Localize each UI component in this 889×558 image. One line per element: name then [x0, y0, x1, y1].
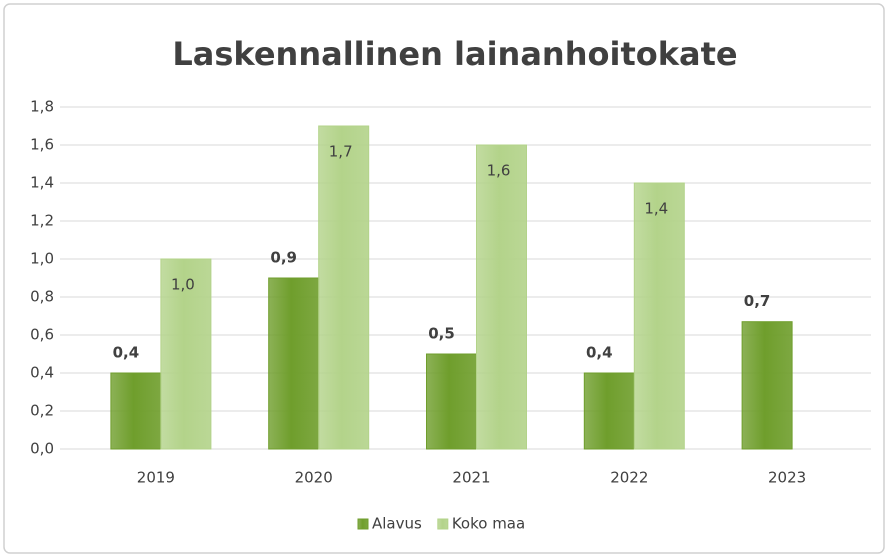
- bar: [268, 277, 320, 450]
- y-tick-label: 0,6: [30, 326, 54, 344]
- bar: [110, 372, 162, 450]
- data-label: 0,5: [428, 325, 455, 343]
- y-tick-label: 0,8: [30, 288, 54, 306]
- legend-swatch: [357, 518, 369, 530]
- x-tick-label: 2021: [452, 469, 490, 487]
- y-tick-label: 1,4: [30, 174, 54, 192]
- y-tick-label: 0,4: [30, 364, 54, 382]
- x-tick-label: 2023: [768, 469, 806, 487]
- chart-title: Laskennallinen lainanhoitokate: [172, 35, 737, 73]
- y-tick-label: 1,6: [30, 136, 54, 154]
- legend-label: Koko maa: [452, 515, 525, 533]
- y-tick-label: 1,2: [30, 212, 54, 230]
- data-label: 1,0: [171, 276, 195, 294]
- y-tick-label: 0,0: [30, 440, 54, 458]
- bar: [160, 258, 212, 450]
- data-label: 1,4: [644, 200, 668, 218]
- x-tick-label: 2019: [137, 469, 175, 487]
- bar: [741, 321, 793, 450]
- x-tick-label: 2022: [610, 469, 648, 487]
- legend-label: Alavus: [372, 515, 422, 533]
- data-label: 0,7: [744, 292, 771, 310]
- bar: [633, 182, 685, 450]
- bar: [476, 144, 527, 450]
- y-tick-label: 0,2: [30, 402, 54, 420]
- data-label: 1,7: [329, 143, 353, 161]
- bar: [426, 353, 477, 450]
- data-label: 0,4: [586, 344, 613, 362]
- y-tick-label: 1,0: [30, 250, 54, 268]
- x-tick-label: 2020: [295, 469, 333, 487]
- data-label: 0,4: [113, 344, 140, 362]
- data-label: 1,6: [487, 162, 511, 180]
- data-label: 0,9: [270, 249, 297, 267]
- legend-swatch: [437, 518, 449, 530]
- bar: [583, 372, 635, 450]
- bar: [318, 125, 370, 450]
- y-tick-label: 1,8: [30, 98, 54, 116]
